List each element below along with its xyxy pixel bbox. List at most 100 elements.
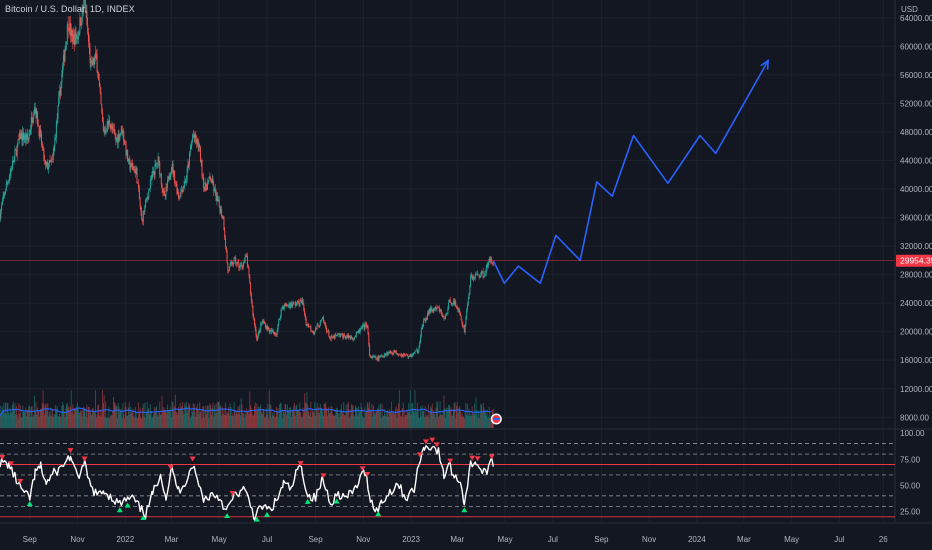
candle-body [439,309,441,312]
volume-bar [207,405,209,428]
volume-bar [157,416,159,428]
time-axis[interactable]: Sep Nov 2022 Mar May Jul Sep Nov 2023 Mar May Jul Se… [23,535,889,544]
candle-body [287,305,289,306]
volume-bar [279,404,281,428]
candle-body [383,354,385,357]
candle-body [488,262,490,266]
candle-body [254,324,256,329]
candle-body [150,179,152,181]
candle-body [374,356,376,357]
candle-body [446,313,448,315]
volume-bar [377,408,379,428]
volume-bar [122,403,124,428]
volume-bar [200,410,202,428]
candle-body [461,320,463,324]
volume-bar [423,410,425,428]
volume-bar [304,402,306,428]
volume-bar [77,402,79,428]
volume-bar [86,404,88,428]
volume-bar [286,404,288,428]
volume-bar [87,418,89,428]
volume-bar [347,403,349,428]
price-tick-label-11: 20000.00 [900,328,932,337]
candle-body [199,144,201,148]
volume-bar [153,407,155,428]
volume-bar [232,416,234,428]
volume-bar [73,407,75,428]
candle-body [351,338,353,340]
volume-bar [249,391,251,428]
volume-bar [426,415,428,428]
candle-body [6,183,8,184]
candle-body [47,162,49,170]
volume-bar [6,402,8,428]
volume-bar [412,410,414,428]
candle-body [262,320,264,322]
candle-body [152,170,154,176]
candle-body [420,329,422,337]
candle-body [334,335,336,339]
volume-bar [405,414,407,428]
volume-bar [398,403,400,428]
volume-bar [70,390,72,428]
candle-body [319,320,321,327]
candle-body [344,336,346,339]
candle-body [371,357,373,359]
candle-body [380,355,382,358]
volume-bar [110,414,112,428]
candle-body [44,159,46,161]
volume-bar [416,412,418,428]
volume-bar [193,404,195,428]
candle-body [65,43,67,50]
volume-bar [158,411,160,428]
volume-bar [434,417,436,428]
symbol-title[interactable]: Bitcoin / U.S. Dollar, 1D, INDEX [5,4,135,14]
candle-body [391,352,393,354]
candle-body [85,11,87,12]
candle-body [105,131,107,132]
volume-bar [145,412,147,428]
candle-body [83,0,85,9]
volume-bar [214,405,216,428]
candle-body [170,167,172,173]
candle-body [386,352,388,355]
candle-body [138,187,140,200]
candle-body [482,271,484,277]
volume-bar [369,401,371,428]
candle-body [219,206,221,214]
volume-bar [340,408,342,428]
volume-bar [387,410,389,428]
volume-bar [113,397,115,428]
volume-bar [232,413,234,428]
overbought-marker-11 [364,471,371,477]
volume-bar [127,415,129,428]
volume-bar [62,401,64,428]
candle-body [267,327,269,330]
candle-body [58,97,60,107]
candle-body [257,335,259,341]
volume-bar [88,406,90,428]
volume-bar [145,417,147,428]
volume-bar [150,410,152,428]
candle-body [326,331,328,333]
candle-body [302,299,304,305]
volume-bar [148,408,150,428]
volume-bar [356,407,358,428]
volume-bar [343,401,345,428]
volume-bar [257,406,259,428]
candle-body [94,58,96,65]
volume-bar [135,412,137,428]
candle-body [129,160,131,170]
volume-bar [325,402,327,428]
candle-body [309,326,311,327]
candle-body [249,275,251,284]
candle-body [0,210,2,219]
candle-body [142,219,144,222]
candle-body [269,330,271,333]
candle-body [104,129,106,133]
candle-body [337,333,339,336]
candle-body [278,320,280,325]
candle-body [486,264,488,269]
